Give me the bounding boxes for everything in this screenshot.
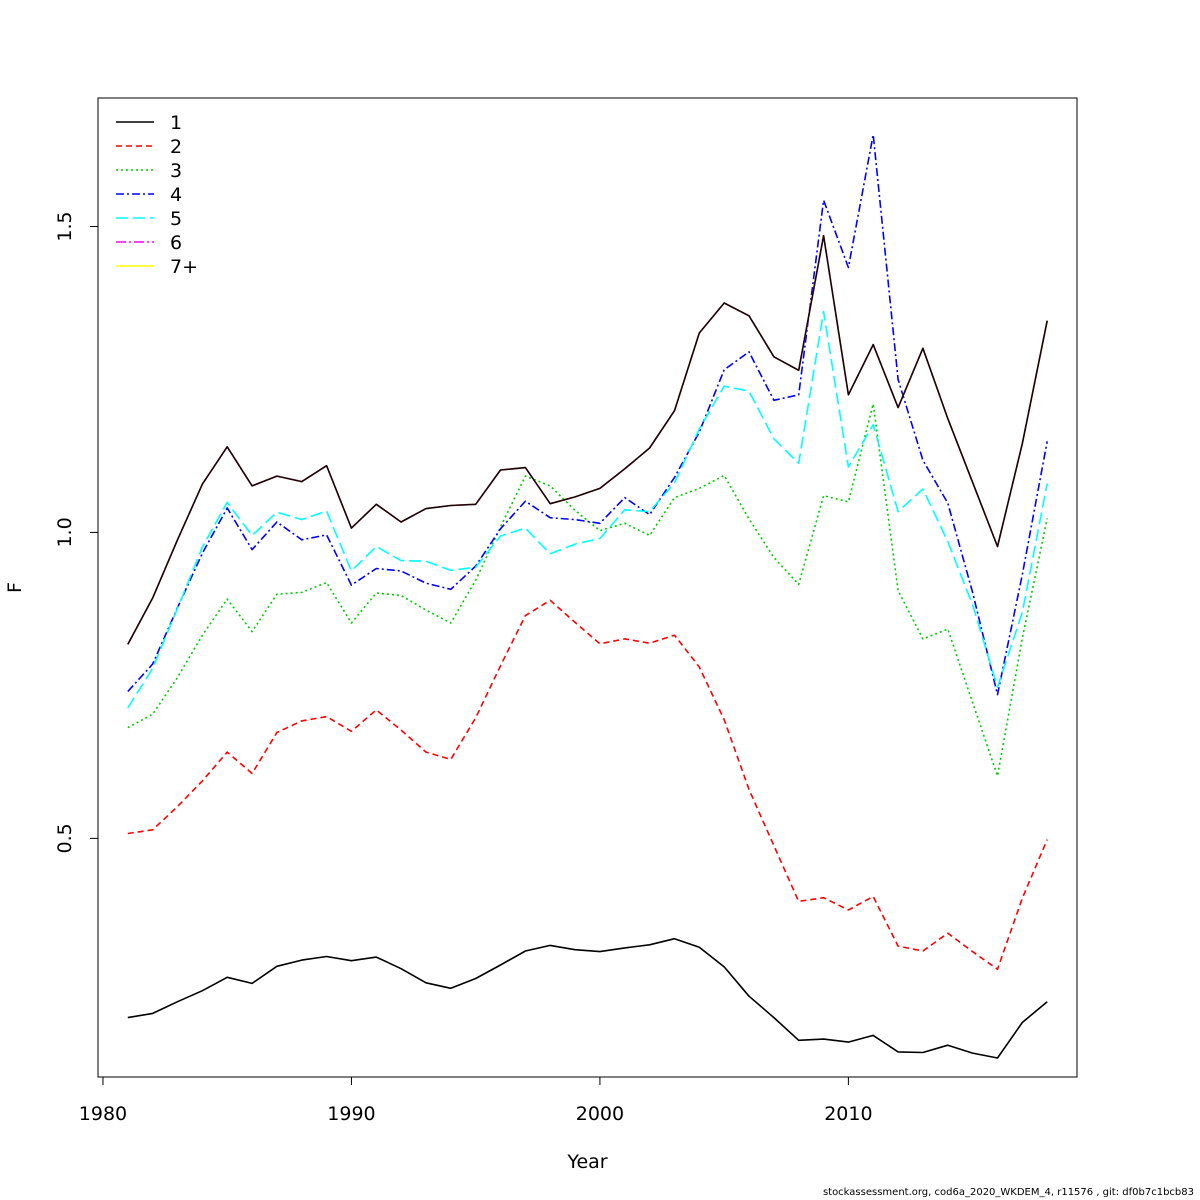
legend-label: 1 xyxy=(170,112,182,134)
legend-label: 7+ xyxy=(170,256,198,278)
x-tick-label: 1980 xyxy=(79,1103,127,1125)
series-line-7 xyxy=(127,234,1048,645)
series-line-3 xyxy=(127,403,1048,777)
x-tick-label: 1990 xyxy=(327,1103,375,1125)
x-axis-label: Year xyxy=(566,1151,607,1173)
y-tick-label: 1.5 xyxy=(54,211,76,241)
series-line-6 xyxy=(127,234,1048,645)
series-line-2 xyxy=(127,599,1048,971)
x-tick-label: 2000 xyxy=(576,1103,624,1125)
series-line-4 xyxy=(127,133,1048,696)
footer-source: stockassessment.org, cod6a_2020_WKDEM_4,… xyxy=(822,1187,1194,1198)
y-tick-label: 1.0 xyxy=(54,517,76,547)
series-line-5 xyxy=(127,310,1048,709)
legend-label: 6 xyxy=(170,232,182,254)
series-line-overlay xyxy=(127,234,1048,645)
y-axis-label: F xyxy=(4,582,26,593)
legend-label: 4 xyxy=(170,184,182,206)
series-layer xyxy=(127,133,1048,1059)
series-line-1 xyxy=(127,937,1048,1059)
y-tick-label: 0.5 xyxy=(54,823,76,853)
plot-frame xyxy=(97,97,1078,1078)
y-axis: 0.5 1.0 1.5 xyxy=(54,211,99,853)
x-tick-label: 2010 xyxy=(824,1103,872,1125)
x-axis: 1980 1990 2000 2010 xyxy=(79,1076,873,1125)
legend-label: 5 xyxy=(170,208,182,230)
legend-label: 3 xyxy=(170,160,182,182)
legend-label: 2 xyxy=(170,136,182,158)
